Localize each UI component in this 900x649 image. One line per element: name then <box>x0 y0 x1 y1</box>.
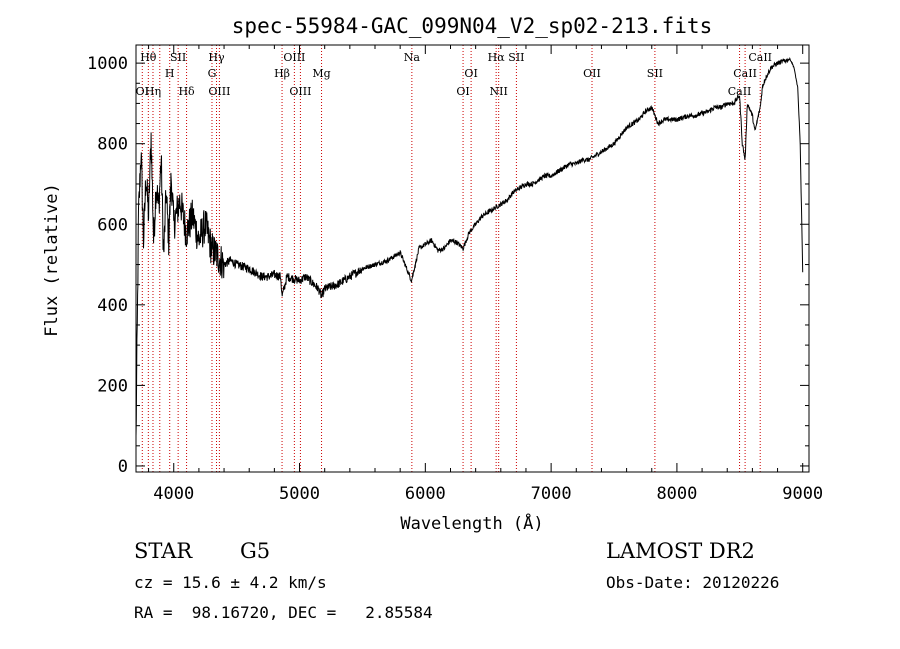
spectral-line-label: Hα <box>488 51 506 64</box>
axis-ticks: 4000 5000 6000 7000 8000 9000 0 200 400 600 800 100… <box>87 45 823 504</box>
spectral-line-label: Mg <box>312 67 330 80</box>
x-tick-label: 9000 <box>782 484 823 504</box>
y-tick-label: 800 <box>97 135 128 155</box>
spectral-line-label: SII <box>170 51 186 64</box>
spectral-line-label: Hδ <box>178 85 195 98</box>
y-tick-label: 0 <box>118 457 128 477</box>
plot-frame <box>135 44 810 473</box>
x-axis-label: Wavelength (Å) <box>400 512 543 534</box>
spectral-line-label: OI <box>464 67 477 80</box>
object-class: STAR <box>134 539 193 563</box>
spectral-line-label: SII <box>647 67 663 80</box>
x-tick-label: 7000 <box>531 484 572 504</box>
spectral-line-label: CaII <box>748 51 772 64</box>
observation-date: Obs-Date: 20120226 <box>606 573 780 592</box>
x-tick-label: 6000 <box>405 484 446 504</box>
spectral-line-label: CaII <box>733 67 757 80</box>
spectral-line-label: Hθ <box>140 51 157 64</box>
spectral-line-label: OIII <box>289 85 311 98</box>
spectral-line-label: Hγ <box>208 51 225 64</box>
coordinates: RA = 98.16720, DEC = 2.85584 <box>134 603 433 622</box>
spectral-line-label: SII <box>508 51 524 64</box>
spectral-line-label: Hη <box>145 85 161 98</box>
x-tick-label: 4000 <box>153 484 194 504</box>
y-tick-label: 400 <box>97 296 128 316</box>
spectral-line-label: Hβ <box>274 67 290 80</box>
spectrum-series <box>135 56 804 437</box>
spectral-line-label: OI <box>136 85 149 98</box>
spectral-line-label: G <box>208 67 217 80</box>
spectral-line-label: OIII <box>208 85 230 98</box>
object-subclass: G5 <box>240 539 271 563</box>
spectral-line-label: OI <box>456 85 469 98</box>
spectral-line-label: NII <box>490 85 508 98</box>
spectral-line-label: H <box>165 67 175 80</box>
x-tick-label: 5000 <box>279 484 320 504</box>
x-tick-label: 8000 <box>656 484 697 504</box>
redshift-cz: cz = 15.6 ± 4.2 km/s <box>134 573 327 592</box>
y-tick-label: 600 <box>97 215 128 235</box>
spectrum-line <box>135 56 804 437</box>
survey-name: LAMOST DR2 <box>606 539 755 563</box>
spectral-line-label: CaII <box>728 85 752 98</box>
spectral-line-label: OIII <box>283 51 305 64</box>
chart-title: spec-55984-GAC_099N04_V2_sp02-213.fits <box>232 14 712 38</box>
y-tick-label: 1000 <box>87 54 128 74</box>
y-tick-label: 200 <box>97 376 128 396</box>
spectral-line-markers <box>141 45 761 472</box>
spectral-line-label: OII <box>583 67 601 80</box>
spectral-line-label: Na <box>404 51 421 64</box>
y-axis-label: Flux (relative) <box>42 183 62 337</box>
